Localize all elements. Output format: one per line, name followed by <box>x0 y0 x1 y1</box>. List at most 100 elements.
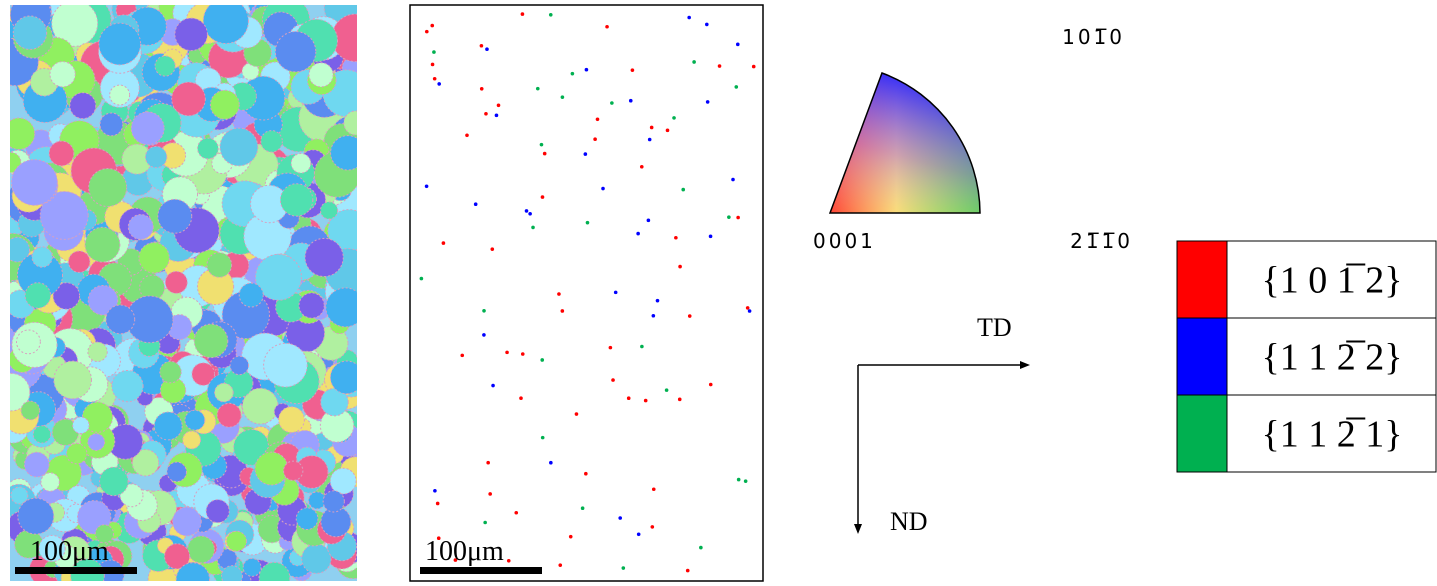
grain <box>66 443 88 465</box>
grain <box>263 342 308 388</box>
twin-dot <box>664 388 669 392</box>
grain <box>109 84 131 106</box>
grain <box>238 282 264 308</box>
grain <box>99 466 129 497</box>
grain <box>72 416 90 435</box>
twin-dot <box>486 460 490 465</box>
twin-dot <box>692 60 696 64</box>
twin-dot <box>540 435 545 440</box>
grain <box>32 425 52 444</box>
twin-dot <box>483 520 487 525</box>
twin-dot <box>687 314 692 318</box>
twin-dot <box>488 492 492 496</box>
grain <box>10 117 36 150</box>
twin-dot <box>672 116 676 120</box>
twin-dot <box>531 225 535 230</box>
twin-dot <box>610 101 614 105</box>
twin-dot <box>557 292 561 296</box>
twin-dot <box>687 15 691 20</box>
grain <box>87 284 119 316</box>
twin-dot <box>540 195 545 199</box>
grain <box>325 287 357 328</box>
grain <box>242 557 262 577</box>
ipf-outline <box>828 72 981 214</box>
grain <box>254 451 289 486</box>
grain <box>329 467 357 495</box>
twin-dot <box>708 234 713 239</box>
grain <box>330 135 357 171</box>
twin-dot <box>705 100 710 104</box>
grain <box>84 226 121 263</box>
grain <box>23 451 50 478</box>
twin-dot <box>435 501 440 506</box>
grain <box>206 252 233 278</box>
twin-dot <box>751 64 756 69</box>
grain <box>164 543 191 570</box>
twin-dot <box>482 333 486 337</box>
grain <box>329 360 357 395</box>
grain <box>209 89 240 120</box>
twin-dot <box>542 151 547 156</box>
twin-dot <box>731 177 735 182</box>
grain <box>159 377 187 404</box>
grain <box>221 565 243 581</box>
twin-dot <box>643 398 648 403</box>
grain <box>94 524 115 544</box>
grain <box>260 130 283 153</box>
twin-dot <box>674 235 678 240</box>
axis-label: ND <box>890 507 928 536</box>
grain <box>241 62 260 81</box>
scale-label: 100μm <box>425 536 504 567</box>
twin-dot <box>519 396 523 401</box>
grain <box>99 112 124 137</box>
twin-dot <box>479 86 484 91</box>
axis-label: TD <box>977 313 1012 342</box>
grain <box>255 253 302 301</box>
grain <box>258 561 291 581</box>
grain <box>319 201 339 220</box>
grain <box>39 190 89 240</box>
grain <box>193 323 229 359</box>
grain <box>11 159 58 206</box>
twin-dot <box>705 22 709 27</box>
grain <box>226 530 247 552</box>
grain <box>343 110 357 136</box>
scale-bar <box>15 567 137 574</box>
twin-map-frame <box>409 4 764 582</box>
twin-dot <box>506 559 511 563</box>
twin-dot <box>745 306 750 310</box>
twin-dot <box>647 137 652 142</box>
twin-dot <box>601 186 605 191</box>
twin-dot <box>699 545 703 550</box>
grain <box>159 142 187 169</box>
twin-dot <box>465 133 469 138</box>
twin-dot <box>520 12 525 16</box>
twin-dot <box>432 76 437 81</box>
legend-swatch <box>1177 318 1227 395</box>
grain <box>131 449 160 477</box>
twin-dot <box>747 309 752 313</box>
grain-map <box>10 5 357 581</box>
twin-dot <box>650 525 655 529</box>
twin-dot <box>424 29 429 34</box>
grain <box>52 282 81 310</box>
twin-dot <box>514 510 519 515</box>
twin-dot <box>630 68 635 72</box>
grain <box>10 486 29 505</box>
twin-dot <box>681 187 686 192</box>
grain <box>111 369 144 403</box>
twin-dot <box>621 566 626 570</box>
twin-dot <box>593 137 597 141</box>
twin-dot <box>473 202 478 207</box>
grain <box>187 535 215 564</box>
twin-dot <box>524 209 529 213</box>
twin-dot <box>618 516 623 520</box>
twin-dot <box>528 211 532 216</box>
twin-dot <box>560 95 565 99</box>
twin-dot <box>735 42 740 47</box>
grain <box>159 360 182 384</box>
grain <box>67 250 91 273</box>
grain <box>214 382 234 403</box>
twin-dot <box>678 264 682 269</box>
